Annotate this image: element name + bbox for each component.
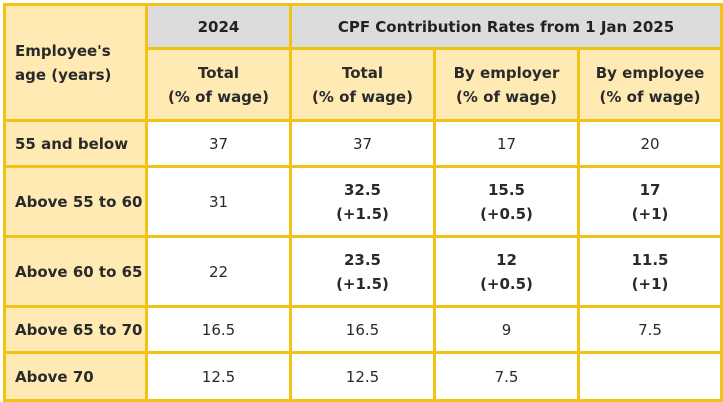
subheader-line2: (% of wage) bbox=[599, 87, 701, 106]
rate-change: (+1.5) bbox=[336, 274, 389, 293]
rate-2024-cell: 31 bbox=[145, 165, 292, 238]
rate-change: (+1.5) bbox=[336, 204, 389, 223]
total-2025-cell: 37 bbox=[289, 119, 436, 168]
cpf-rates-table: Employee's age (years) 2024 CPF Contribu… bbox=[3, 3, 723, 402]
table-row: Above 65 to 70 16.5 16.5 9 7.5 bbox=[3, 305, 723, 354]
rate-change: (+0.5) bbox=[480, 204, 533, 223]
employee-cell: 7.5 bbox=[577, 305, 723, 354]
age-header-line2: age (years) bbox=[15, 65, 112, 84]
rate-change: (+1) bbox=[631, 204, 669, 223]
rate-value: 32.5 bbox=[343, 180, 381, 199]
rate-value: 12 bbox=[496, 250, 517, 269]
rate-2024-cell: 37 bbox=[145, 119, 292, 168]
total-2025-cell: 32.5 (+1.5) bbox=[289, 165, 436, 238]
table-row: Above 60 to 65 22 23.5 (+1.5) 12 (+0.5) … bbox=[3, 235, 723, 308]
rates-2025-group-header: CPF Contribution Rates from 1 Jan 2025 bbox=[289, 3, 723, 50]
subheader-2025-total: Total (% of wage) bbox=[289, 47, 436, 122]
age-header-line1: Employee's bbox=[15, 41, 111, 60]
employee-cell bbox=[577, 351, 723, 402]
subheader-line1: Total bbox=[342, 63, 383, 82]
rate-value: 15.5 bbox=[487, 180, 525, 199]
rate-value: 11.5 bbox=[631, 250, 669, 269]
table-row: Above 55 to 60 31 32.5 (+1.5) 15.5 (+0.5… bbox=[3, 165, 723, 238]
subheader-2024-total: Total (% of wage) bbox=[145, 47, 292, 122]
employer-cell: 12 (+0.5) bbox=[433, 235, 580, 308]
table-row: 55 and below 37 37 17 20 bbox=[3, 119, 723, 168]
subheader-line1: By employer bbox=[453, 63, 560, 82]
table-row: Above 70 12.5 12.5 7.5 bbox=[3, 351, 723, 402]
subheader-line2: (% of wage) bbox=[168, 87, 269, 106]
age-column-header: Employee's age (years) bbox=[3, 3, 148, 122]
subheader-by-employer: By employer (% of wage) bbox=[433, 47, 580, 122]
subheader-line1: Total bbox=[198, 63, 239, 82]
total-2025-cell: 12.5 bbox=[289, 351, 436, 402]
rate-2024-cell: 22 bbox=[145, 235, 292, 308]
employer-cell: 7.5 bbox=[433, 351, 580, 402]
rate-2024-cell: 16.5 bbox=[145, 305, 292, 354]
total-2025-cell: 23.5 (+1.5) bbox=[289, 235, 436, 308]
rate-change: (+0.5) bbox=[480, 274, 533, 293]
subheader-line2: (% of wage) bbox=[456, 87, 557, 106]
subheader-line2: (% of wage) bbox=[312, 87, 413, 106]
rate-value: 17 bbox=[639, 180, 661, 199]
rate-change: (+1) bbox=[631, 274, 669, 293]
employee-cell: 20 bbox=[577, 119, 723, 168]
age-cell: Above 60 to 65 bbox=[3, 235, 148, 308]
age-cell: Above 65 to 70 bbox=[3, 305, 148, 354]
subheader-line1: By employee bbox=[595, 63, 705, 82]
rate-value: 23.5 bbox=[343, 250, 381, 269]
employee-cell: 11.5 (+1) bbox=[577, 235, 723, 308]
employee-cell: 17 (+1) bbox=[577, 165, 723, 238]
rate-2024-cell: 12.5 bbox=[145, 351, 292, 402]
age-cell: 55 and below bbox=[3, 119, 148, 168]
subheader-by-employee: By employee (% of wage) bbox=[577, 47, 723, 122]
age-cell: Above 70 bbox=[3, 351, 148, 402]
employer-cell: 9 bbox=[433, 305, 580, 354]
age-cell: Above 55 to 60 bbox=[3, 165, 148, 238]
year-2024-header: 2024 bbox=[145, 3, 292, 50]
total-2025-cell: 16.5 bbox=[289, 305, 436, 354]
employer-cell: 15.5 (+0.5) bbox=[433, 165, 580, 238]
employer-cell: 17 bbox=[433, 119, 580, 168]
